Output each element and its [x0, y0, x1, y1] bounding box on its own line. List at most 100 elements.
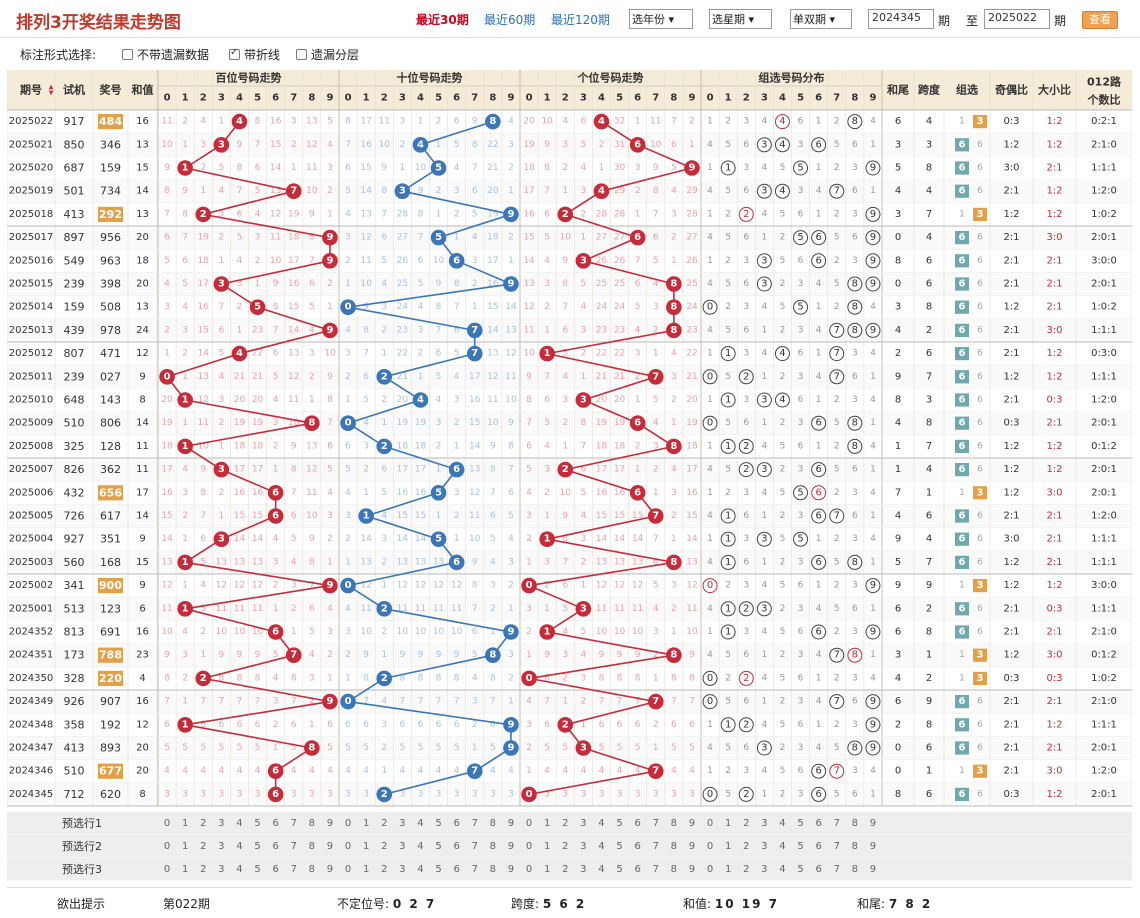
combo-digit: 8: [852, 325, 858, 336]
omission-value: 5: [345, 186, 351, 196]
omission-value: 1: [345, 395, 351, 405]
omission-value: 9: [472, 117, 478, 127]
digit-ball-label: 3: [580, 743, 587, 754]
omission-value: 13: [360, 557, 371, 567]
preview-row[interactable]: [7, 812, 1132, 835]
omission-value: 17: [415, 465, 426, 475]
option-line[interactable]: 带折线: [229, 46, 280, 63]
omission-value: 23: [596, 325, 607, 335]
recent-60-link[interactable]: 最近60期: [484, 13, 536, 27]
trend-line: [420, 120, 494, 146]
omission-value: 6: [399, 720, 405, 730]
omission-value: 5: [399, 743, 405, 753]
omission-value: 7: [182, 233, 188, 243]
big-small-cell: 1:2: [1046, 580, 1062, 591]
omission-value: 2: [273, 581, 279, 591]
trial-cell: 173: [64, 649, 85, 662]
omission-value: 4: [255, 209, 261, 219]
issue-cell: 2024349: [9, 696, 54, 707]
option-bar: 标注形式选择: 不带遗漏数据 带折线 遗漏分层: [0, 38, 1140, 68]
checkbox-icon[interactable]: [296, 49, 307, 60]
omission-value: 8: [273, 302, 279, 312]
preview-digit: 2: [381, 864, 387, 875]
omission-value: 4: [653, 418, 659, 428]
combo-omission: 1: [870, 465, 876, 475]
omission-value: 10: [324, 349, 336, 359]
digit-ball: [340, 299, 356, 315]
trend-line: [565, 445, 675, 471]
preview-digit: 2: [200, 841, 206, 852]
preview-digit: 6: [272, 864, 278, 875]
group-badge: [955, 718, 969, 732]
omission-value: 8: [635, 673, 641, 683]
recent-120-link[interactable]: 最近120期: [551, 13, 610, 27]
digit-ball-label: 0: [345, 580, 352, 591]
trend-line: [185, 584, 331, 610]
to-issue-input[interactable]: 2025022: [984, 9, 1050, 29]
sum-cell: 11: [136, 464, 149, 475]
option-layer[interactable]: 遗漏分层: [296, 46, 359, 63]
group-badge: [955, 300, 969, 314]
omission-value: 12: [433, 581, 444, 591]
combo-omission: 5: [834, 604, 840, 614]
digit-ball-label: 3: [218, 279, 225, 290]
query-button[interactable]: 查看: [1082, 11, 1118, 29]
digit-ball: [575, 253, 592, 269]
preview-digit: 9: [508, 818, 514, 829]
year-select[interactable]: 选年份 ▾: [629, 9, 693, 29]
preview-digit: 7: [472, 818, 478, 829]
from-issue-input[interactable]: 2024345: [868, 9, 934, 29]
digit-ball: [177, 554, 193, 571]
combo-omission: 1: [816, 720, 822, 730]
omission-value: 15: [686, 511, 697, 521]
omission-value: 8: [472, 581, 478, 591]
checkbox-checked-icon[interactable]: [229, 47, 240, 60]
route-cell: 0:1:2: [1091, 650, 1117, 661]
omission-value: 1: [544, 511, 550, 521]
digit-ball-label: 1: [363, 511, 370, 522]
checkbox-icon[interactable]: [122, 49, 133, 60]
omission-value: 1: [436, 511, 442, 521]
option-no-omission[interactable]: 不带遗漏数据: [122, 46, 209, 63]
omission-value: 6: [164, 720, 170, 730]
omission-value: 7: [508, 465, 514, 475]
weekday-select[interactable]: 选星期 ▾: [709, 9, 772, 29]
digit-ball-label: 3: [399, 186, 406, 197]
omission-value: 1: [526, 557, 532, 567]
combo-digit: 2: [743, 719, 749, 730]
group-badge: [955, 323, 969, 337]
route-cell: 2:1:0: [1091, 627, 1117, 638]
omission-value: 10: [198, 441, 210, 451]
preview-digit: 2: [743, 818, 749, 829]
omission-value: 4: [544, 766, 550, 776]
preview-digit: 8: [671, 818, 677, 829]
award-cell: 734: [100, 185, 121, 198]
digit-ball-label: 2: [200, 209, 207, 220]
combo-digit: 2: [743, 464, 749, 475]
omission-value: 22: [397, 349, 408, 359]
combo-omission: 3: [852, 534, 858, 544]
combo-omission: 6: [798, 441, 804, 451]
combo-omission: 1: [761, 511, 767, 521]
combo-omission: 6: [798, 673, 804, 683]
group-badge-label: 6: [959, 789, 966, 800]
omission-value: 10: [415, 163, 427, 173]
omission-value: 1: [580, 233, 586, 243]
digit-header: 3: [399, 93, 406, 104]
preview-digit: 9: [870, 818, 876, 829]
omission-value: 2: [635, 372, 641, 382]
preview-row[interactable]: [7, 858, 1132, 881]
omission-value: 8: [418, 209, 424, 219]
recent-30-link[interactable]: 最近30期: [416, 13, 469, 27]
omission-value: 20: [397, 395, 409, 405]
preview-digit: 8: [852, 841, 858, 852]
omission-value: 20: [614, 395, 626, 405]
omission-value: 16: [161, 488, 173, 498]
preview-digit: 3: [761, 864, 767, 875]
group-badge: [955, 254, 969, 268]
digit-ball-label: 1: [544, 534, 551, 545]
omission-value: 3: [544, 465, 550, 475]
preview-row[interactable]: [7, 835, 1132, 858]
odd-even-select[interactable]: 单双期 ▾: [790, 9, 852, 29]
omission-value: 6: [526, 441, 532, 451]
